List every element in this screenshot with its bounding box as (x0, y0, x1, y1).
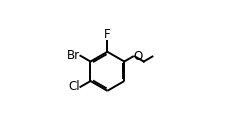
Text: O: O (133, 50, 142, 63)
Text: Cl: Cl (68, 80, 79, 93)
Text: Br: Br (66, 49, 79, 62)
Text: F: F (104, 28, 110, 41)
